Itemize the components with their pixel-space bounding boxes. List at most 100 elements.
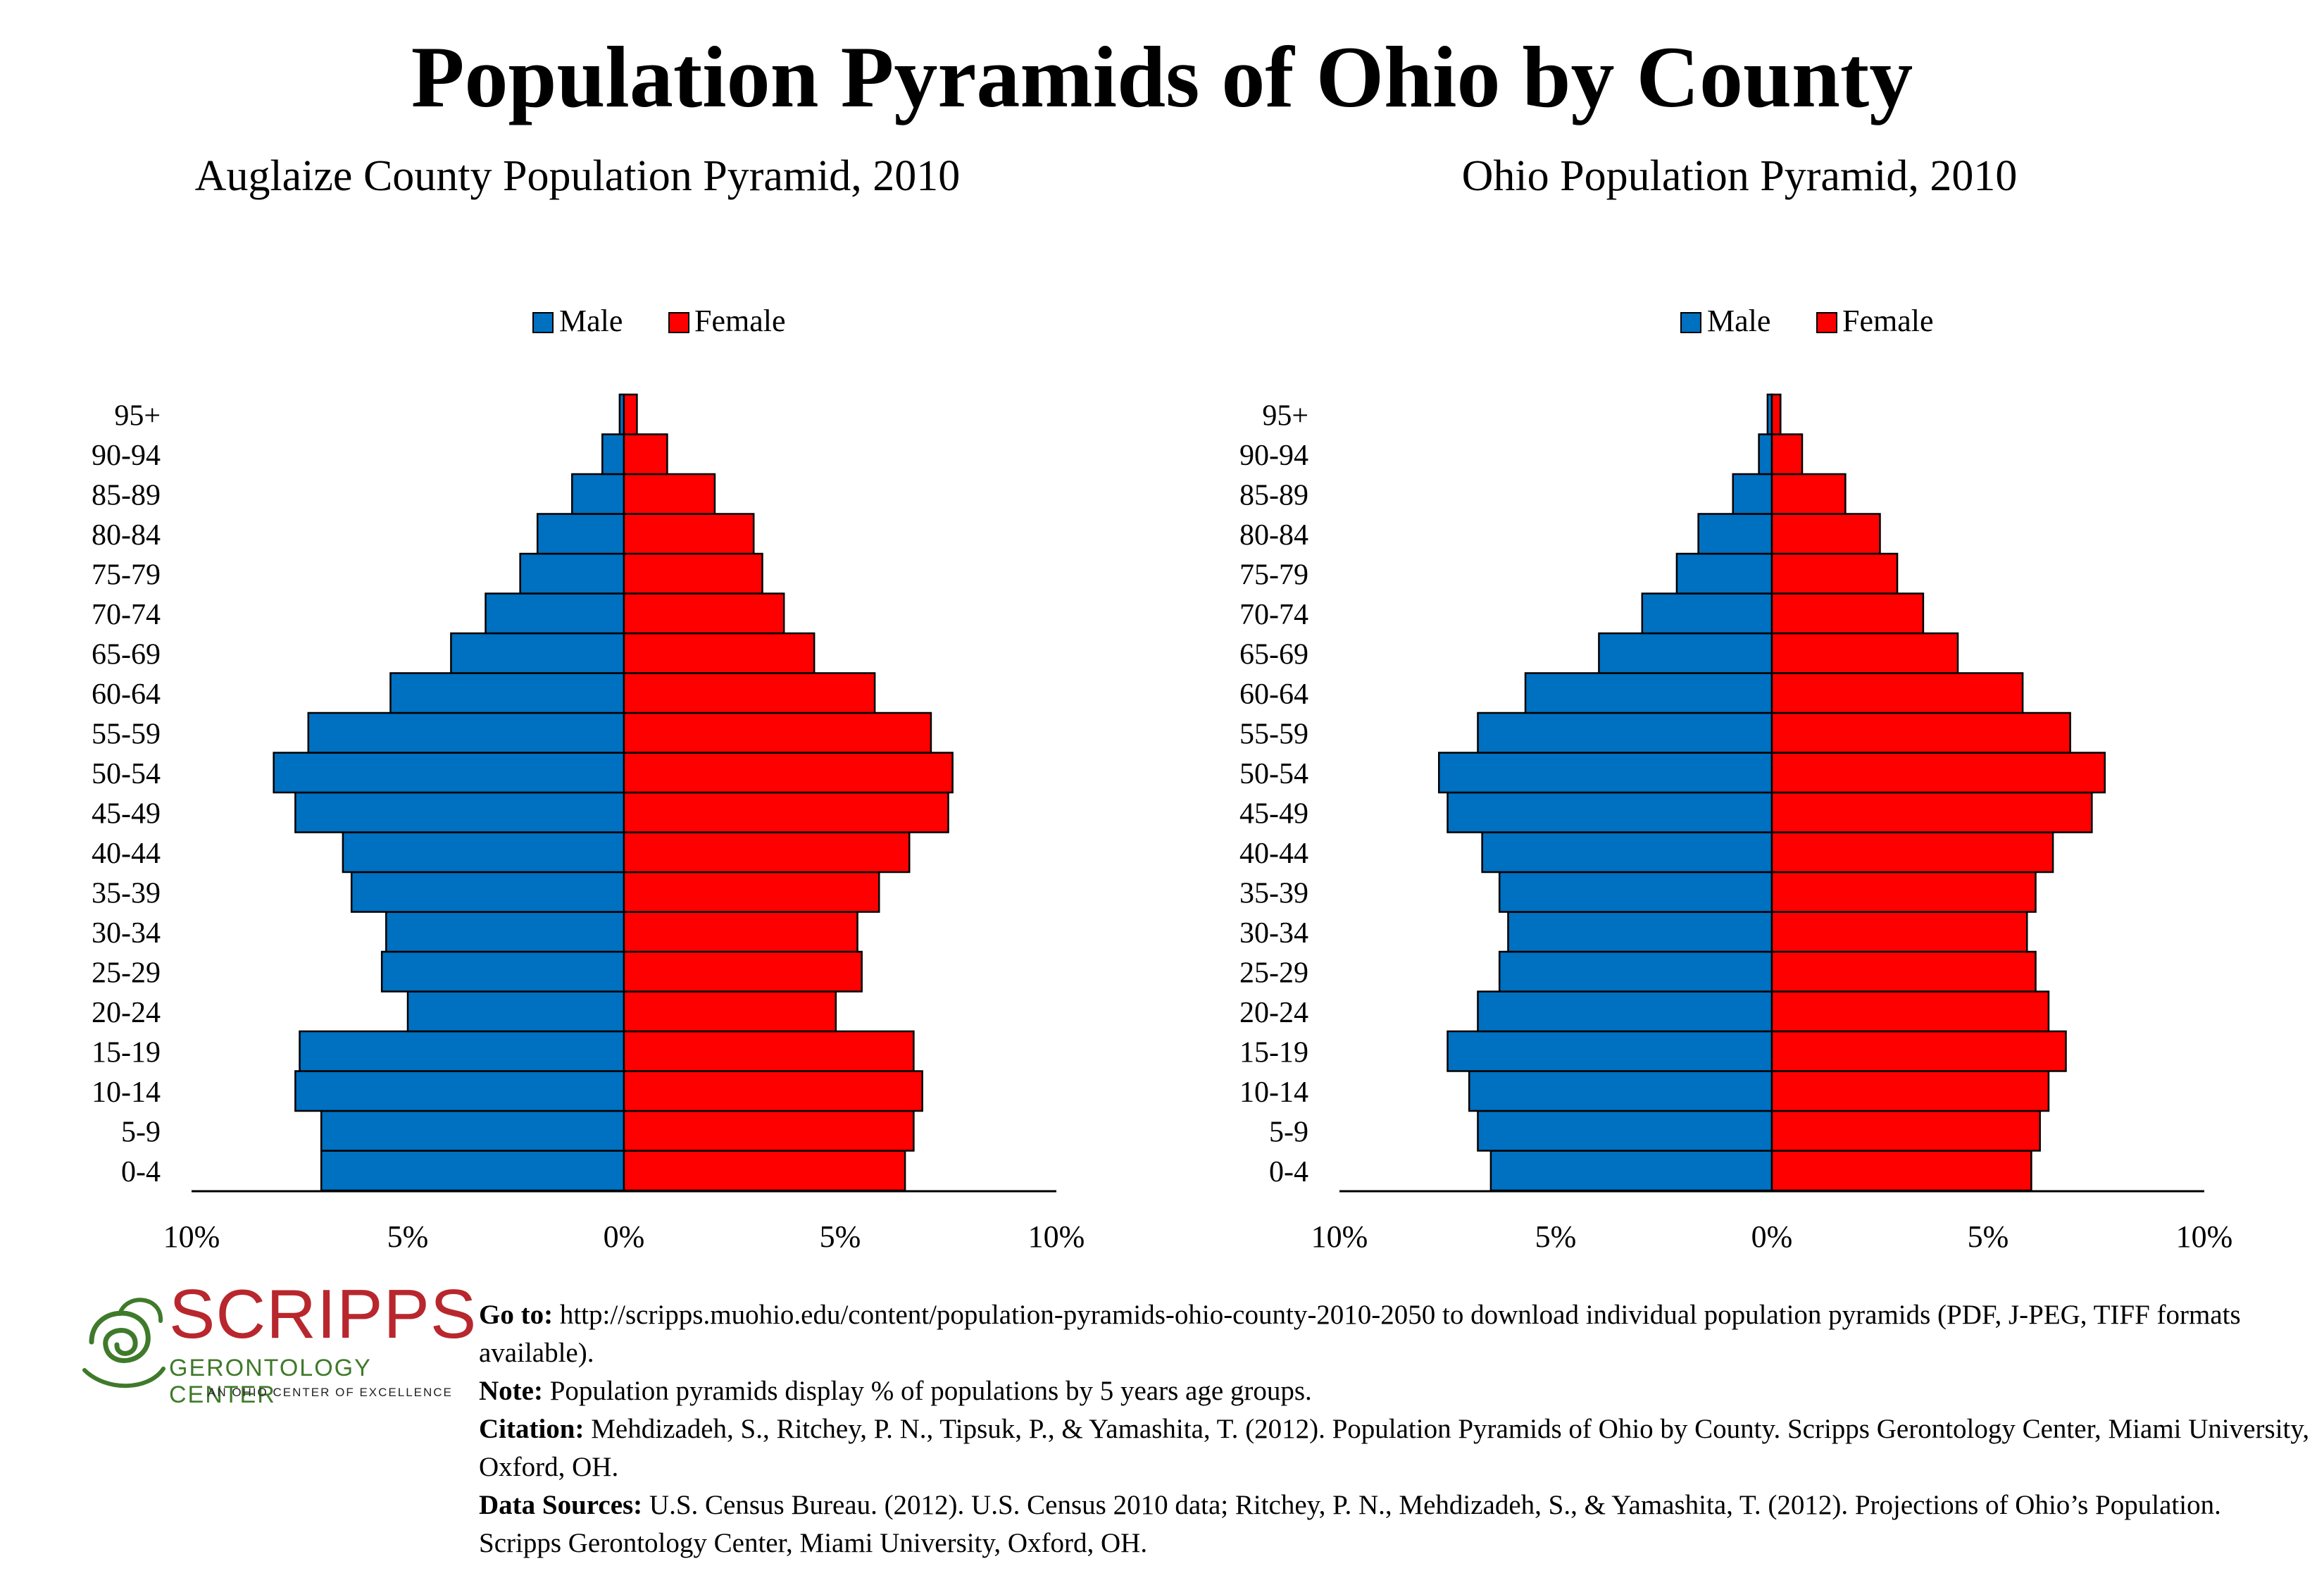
bar-male-65-69 (1598, 632, 1773, 674)
bar-male-50-54 (1437, 752, 1773, 794)
chart-legend: Male Female (1680, 304, 1934, 338)
bar-female-10-14 (623, 1070, 923, 1112)
age-label-95+: 95+ (114, 399, 161, 432)
bar-female-0-4 (623, 1150, 906, 1192)
bar-male-55-59 (307, 711, 625, 754)
bar-female-70-74 (1770, 592, 1925, 635)
age-label-60-64: 60-64 (1239, 678, 1308, 711)
x-tick-label: 5% (1968, 1219, 2009, 1254)
x-tick-label: 5% (820, 1219, 861, 1254)
logo-subtitle: GERONTOLOGY CENTER (169, 1355, 372, 1408)
footnote-goto-label: Go to: (479, 1300, 554, 1330)
bar-male-70-74 (485, 592, 625, 635)
age-label-20-24: 20-24 (1239, 997, 1308, 1029)
age-label-50-54: 50-54 (92, 758, 161, 790)
bar-male-35-39 (1498, 871, 1773, 913)
age-label-50-54: 50-54 (1239, 758, 1308, 790)
chart-title-auglaize: Auglaize County Population Pyramid, 2010 (194, 152, 961, 200)
swirl-logo-icon (82, 1298, 165, 1388)
footnote-citation-label: Citation: (479, 1414, 585, 1444)
bar-female-75-79 (1770, 552, 1899, 595)
x-tick-label: 10% (163, 1219, 220, 1254)
bar-male-60-64 (1524, 672, 1773, 714)
x-tick-label: 10% (1311, 1219, 1368, 1254)
age-label-15-19: 15-19 (1239, 1036, 1308, 1069)
age-label-30-34: 30-34 (1239, 917, 1308, 950)
age-label-90-94: 90-94 (92, 440, 161, 472)
footnote-citation-text: Mehdizadeh, S., Ritchey, P. N., Tipsuk, … (479, 1414, 2310, 1482)
bar-female-35-39 (1770, 871, 2037, 913)
bar-male-40-44 (1481, 831, 1773, 874)
bar-female-30-34 (1770, 911, 2028, 953)
main-title: Population Pyramids of Ohio by County (411, 29, 1913, 125)
bar-female-0-4 (1770, 1150, 2032, 1192)
age-label-85-89: 85-89 (1239, 479, 1308, 511)
bar-male-75-79 (1675, 552, 1773, 595)
age-label-80-84: 80-84 (92, 519, 161, 552)
bar-male-65-69 (450, 632, 625, 674)
bar-male-0-4 (320, 1150, 625, 1192)
pyramid-chart-ohio: Male Female 0-4 5-9 10-14 15-19 20-24 25-29 30-3… (1239, 304, 2233, 1254)
bar-female-85-89 (1770, 473, 1847, 515)
footnote-goto: Go to: http://scripps.muohio.edu/content… (479, 1296, 2310, 1372)
legend-label-female: Female (694, 304, 786, 338)
age-label-10-14: 10-14 (92, 1076, 161, 1109)
bar-female-35-39 (623, 871, 880, 913)
bar-female-90-94 (1770, 433, 1804, 476)
bar-female-20-24 (1770, 990, 2050, 1033)
bar-female-45-49 (623, 791, 949, 833)
legend-swatch-female (668, 312, 689, 333)
age-label-55-59: 55-59 (92, 718, 161, 750)
bar-male-30-34 (1507, 911, 1773, 953)
chart-title-ohio: Ohio Population Pyramid, 2010 (1461, 152, 2018, 200)
bar-female-5-9 (623, 1110, 915, 1152)
bar-female-80-84 (1770, 513, 1881, 555)
bar-female-25-29 (1770, 950, 2037, 993)
x-tick-label: 0% (604, 1219, 645, 1254)
age-label-0-4: 0-4 (121, 1156, 161, 1188)
legend-label-male: Male (1707, 304, 1770, 338)
age-label-30-34: 30-34 (92, 917, 161, 950)
bar-male-90-94 (1758, 433, 1773, 476)
bar-female-20-24 (623, 990, 837, 1033)
bar-male-35-39 (350, 871, 625, 913)
bar-male-50-54 (273, 752, 625, 794)
footnote-note: Note: Population pyramids display % of p… (479, 1372, 2310, 1410)
bar-male-15-19 (1447, 1030, 1773, 1072)
bar-male-60-64 (389, 672, 625, 714)
age-label-80-84: 80-84 (1239, 519, 1308, 552)
age-label-40-44: 40-44 (1239, 838, 1308, 870)
bar-female-80-84 (623, 513, 755, 555)
x-tick-label: 5% (387, 1219, 429, 1254)
bar-male-70-74 (1641, 592, 1773, 635)
bar-female-85-89 (623, 473, 716, 515)
x-tick-label: 5% (1535, 1219, 1577, 1254)
footnote-note-text: Population pyramids display % of populat… (542, 1376, 1312, 1406)
bar-male-15-19 (299, 1030, 625, 1072)
x-tick-label: 10% (2176, 1219, 2233, 1254)
age-label-65-69: 65-69 (1239, 638, 1308, 671)
age-label-70-74: 70-74 (1239, 599, 1308, 631)
bar-male-75-79 (519, 552, 625, 595)
age-label-60-64: 60-64 (92, 678, 161, 711)
footnote-goto-text[interactable]: http://scripps.muohio.edu/content/popula… (479, 1300, 2241, 1368)
age-label-10-14: 10-14 (1239, 1076, 1308, 1109)
bar-female-15-19 (623, 1030, 915, 1072)
age-label-40-44: 40-44 (92, 838, 161, 870)
age-label-5-9: 5-9 (121, 1116, 161, 1148)
legend-swatch-male (532, 312, 554, 333)
logo-tagline: AN OHIO CENTER OF EXCELLENCE (208, 1386, 453, 1399)
age-label-0-4: 0-4 (1269, 1156, 1308, 1188)
bar-female-55-59 (1770, 711, 2071, 754)
age-label-70-74: 70-74 (92, 599, 161, 631)
footnote-citation: Citation: Mehdizadeh, S., Ritchey, P. N.… (479, 1410, 2310, 1486)
bar-male-55-59 (1477, 711, 1773, 754)
bar-male-85-89 (1732, 473, 1773, 515)
age-label-45-49: 45-49 (92, 797, 161, 830)
legend-swatch-male (1680, 312, 1701, 333)
bar-female-60-64 (623, 672, 876, 714)
age-label-35-39: 35-39 (92, 877, 161, 909)
bar-female-90-94 (623, 433, 668, 476)
bar-male-25-29 (380, 950, 625, 993)
age-label-55-59: 55-59 (1239, 718, 1308, 750)
